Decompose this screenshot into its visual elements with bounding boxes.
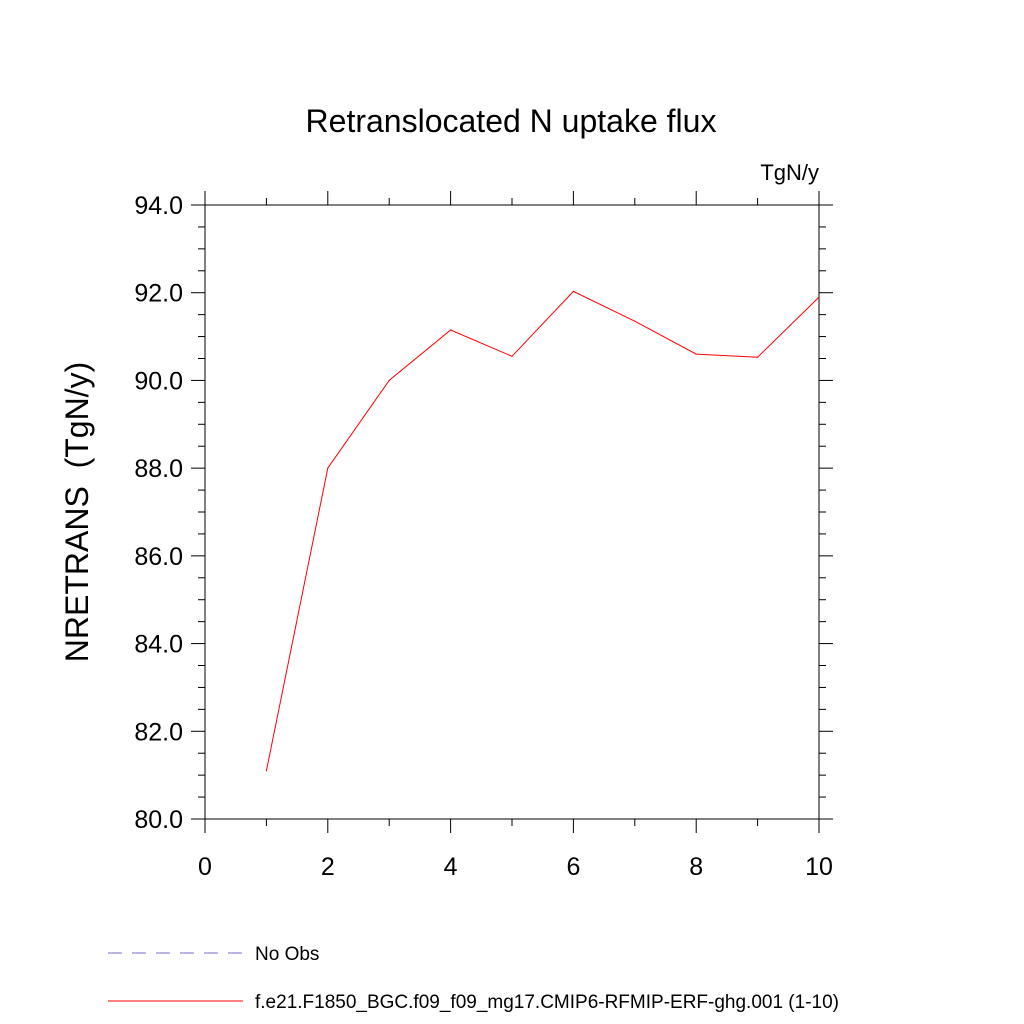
series-point: [265, 770, 267, 772]
legend-label-no-obs: No Obs: [255, 944, 319, 965]
x-tick-label: 2: [321, 853, 335, 881]
x-minor-ticks: [265, 198, 759, 826]
y-tick-label: 84.0: [134, 631, 183, 659]
x-tick-label: 0: [198, 853, 212, 881]
units-label: TgN/y: [760, 160, 819, 185]
x-tick-label: 8: [689, 853, 703, 881]
series-point: [327, 467, 329, 469]
series-point: [757, 356, 759, 358]
series-point: [634, 320, 636, 322]
y-tick-label: 80.0: [134, 806, 183, 834]
y-tick-label: 86.0: [134, 543, 183, 571]
y-tick-label: 94.0: [134, 192, 183, 220]
series-line: [265, 290, 820, 771]
series-point: [450, 329, 452, 331]
y-tick-label: 88.0: [134, 455, 183, 483]
series-point: [511, 355, 513, 357]
y-tick-label: 82.0: [134, 718, 183, 746]
series-point: [572, 290, 575, 292]
x-tick-label: 6: [566, 853, 580, 881]
plot-frame: [204, 204, 820, 820]
series-point: [695, 353, 697, 355]
legend: No Obs f.e21.F1850_BGC.f09_f09_mg17.CMIP…: [108, 944, 839, 1013]
y-tick-label: 90.0: [134, 367, 183, 395]
series-group: [265, 290, 820, 772]
legend-label-model: f.e21.F1850_BGC.f09_f09_mg17.CMIP6-RFMIP…: [255, 992, 839, 1013]
x-tick-label: 4: [444, 853, 458, 881]
series-point: [388, 379, 390, 382]
y-minor-ticks: [198, 226, 826, 798]
y-axis-label: NRETRANS (TgN/y): [59, 362, 95, 662]
chart-title: Retranslocated N uptake flux: [306, 103, 717, 139]
y-tick-label: 92.0: [134, 280, 183, 308]
x-ticks: 0 2 4 6 8 10: [198, 191, 833, 881]
series-point: [818, 296, 820, 298]
x-tick-label: 10: [805, 853, 833, 881]
y-ticks: 80.0 82.0 84.0 86.0 88.0 90.0 92.0 94.0: [134, 192, 833, 834]
